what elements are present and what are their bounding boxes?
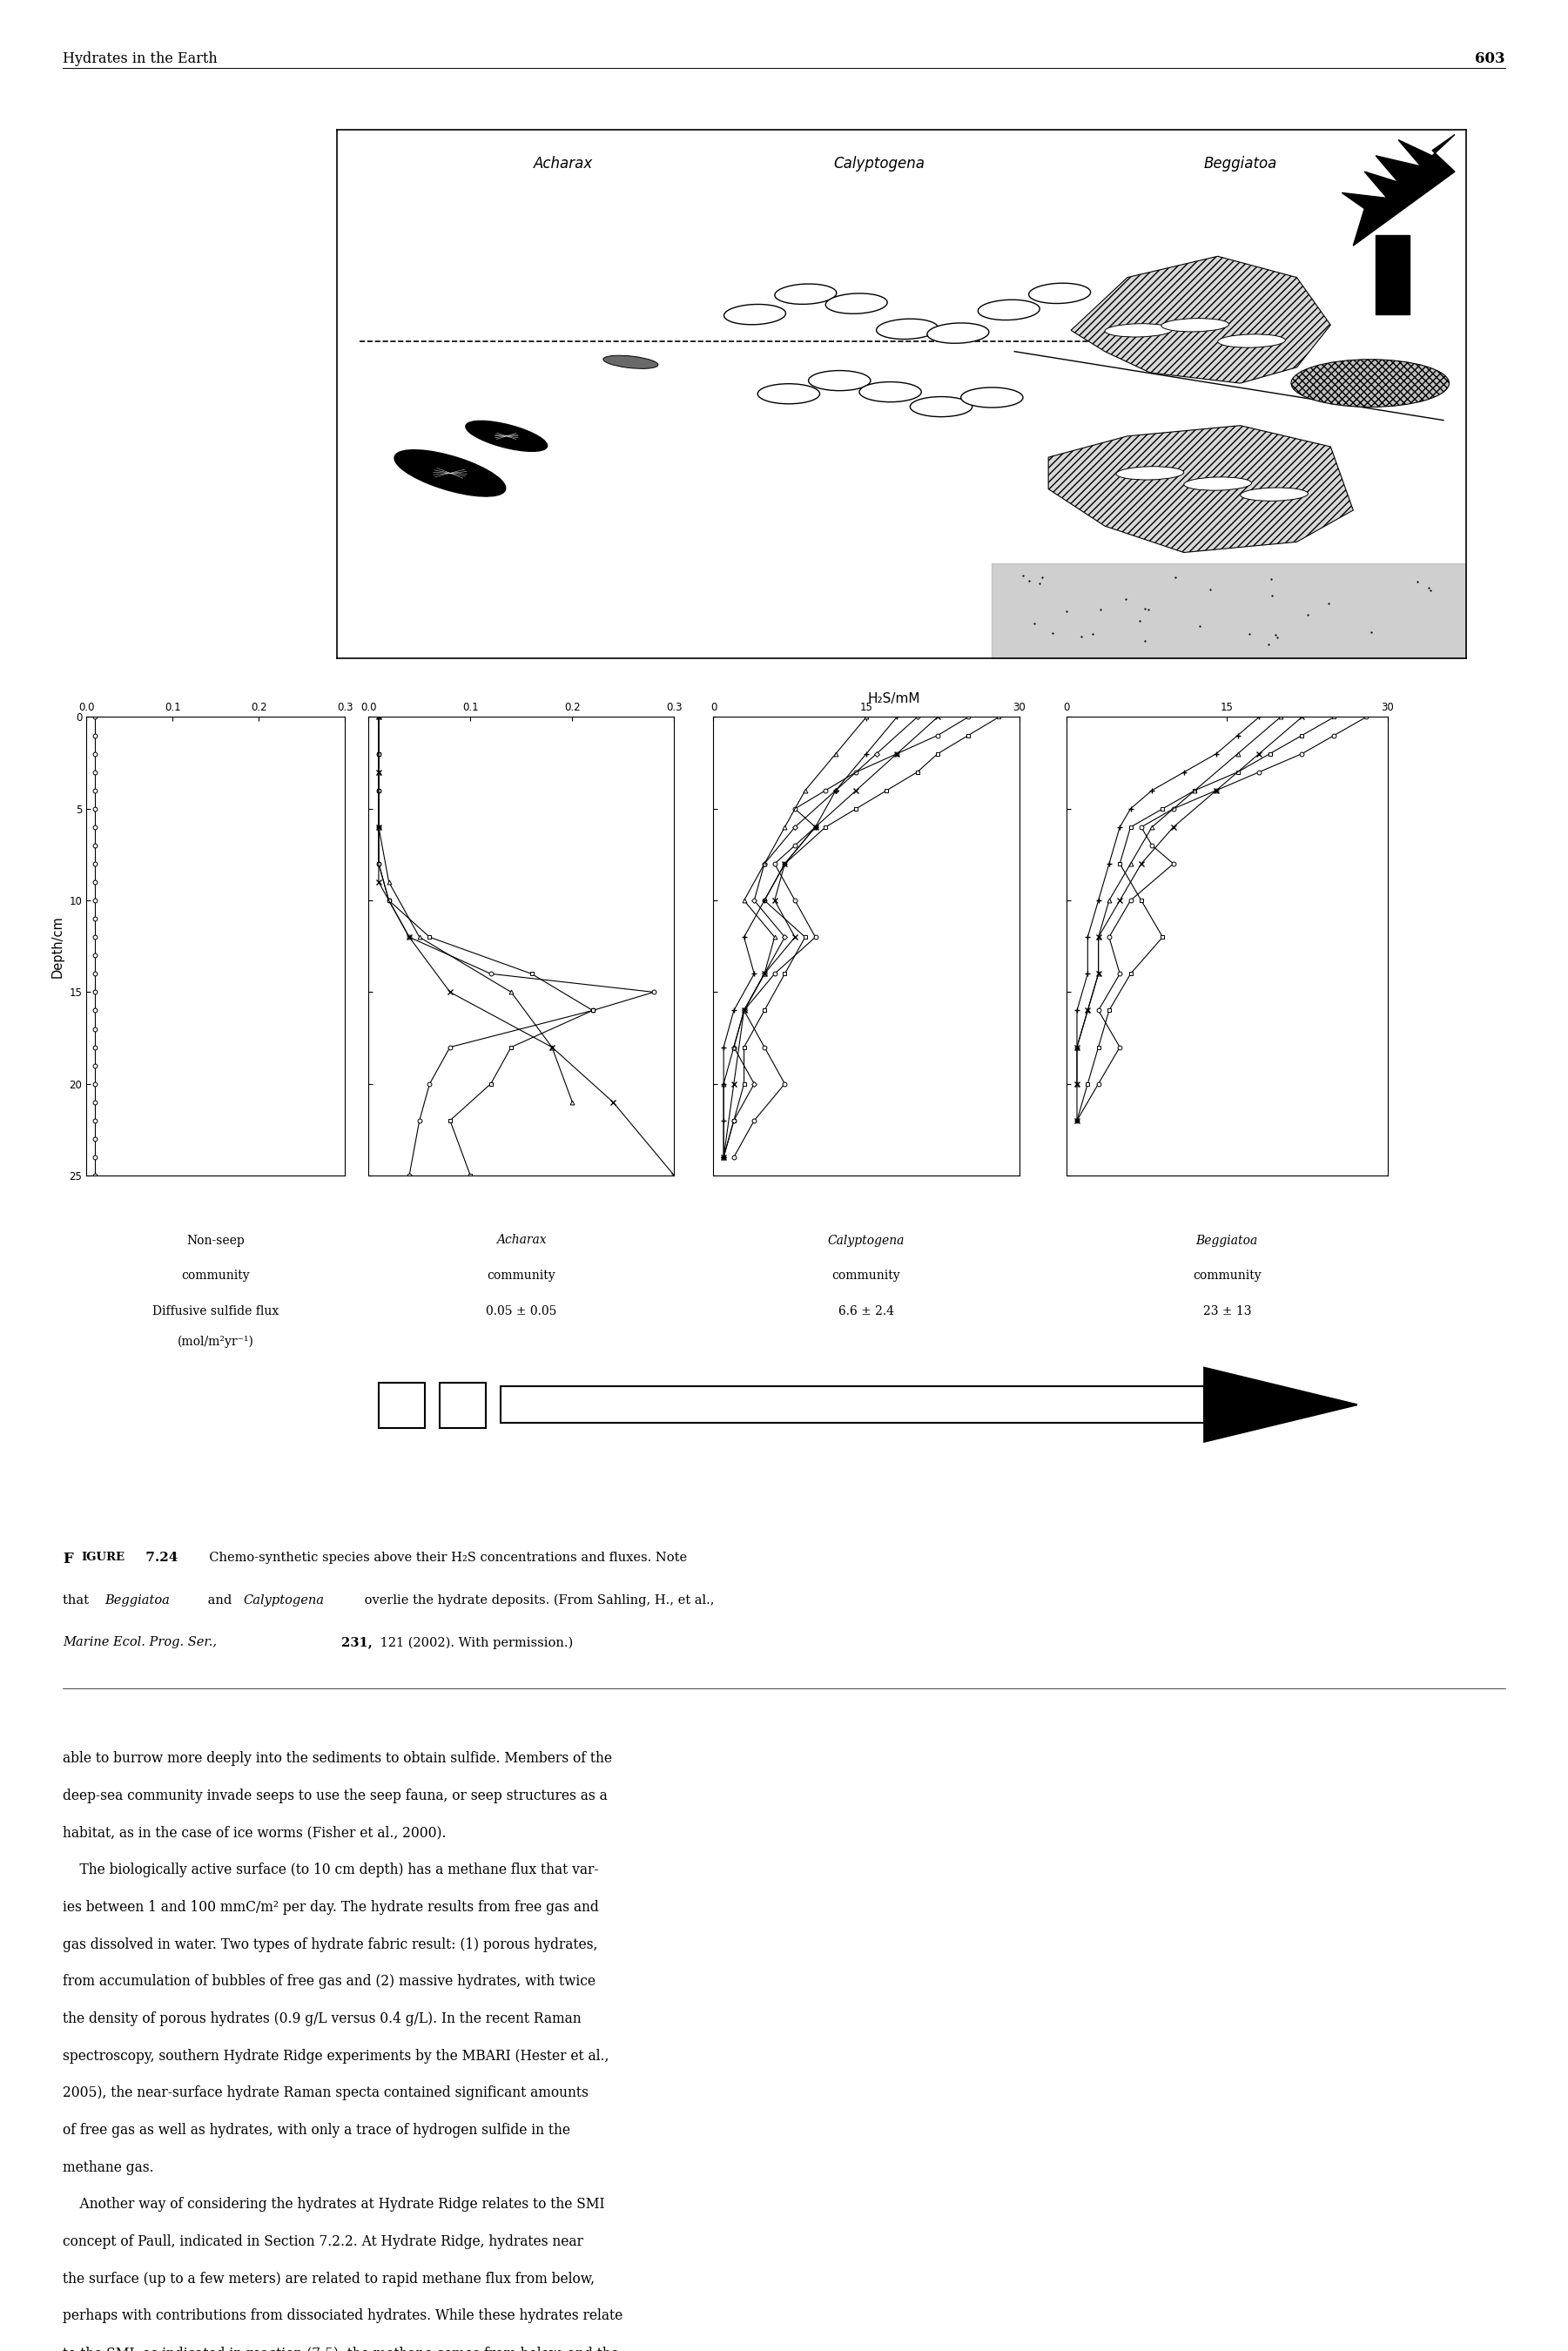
- Text: IGURE: IGURE: [82, 1552, 125, 1563]
- Text: spectroscopy, southern Hydrate Ridge experiments by the MBARI (Hester et al.,: spectroscopy, southern Hydrate Ridge exp…: [63, 2048, 608, 2064]
- Ellipse shape: [927, 322, 989, 343]
- Text: Diffusive sulfide flux: Diffusive sulfide flux: [152, 1305, 279, 1317]
- Text: Acharax: Acharax: [497, 1234, 546, 1246]
- Text: F: F: [63, 1552, 74, 1566]
- Text: (mol/m²yr⁻¹): (mol/m²yr⁻¹): [177, 1335, 254, 1347]
- Text: of free gas as well as hydrates, with only a trace of hydrogen sulfide in the: of free gas as well as hydrates, with on…: [63, 2123, 571, 2137]
- Text: 6.6 ± 2.4: 6.6 ± 2.4: [839, 1305, 894, 1317]
- Ellipse shape: [1240, 487, 1308, 501]
- Text: methane gas.: methane gas.: [63, 2161, 154, 2175]
- Polygon shape: [1204, 1368, 1356, 1441]
- Ellipse shape: [859, 381, 922, 402]
- Text: that: that: [63, 1594, 93, 1606]
- Text: community: community: [833, 1270, 900, 1281]
- Ellipse shape: [1218, 334, 1286, 348]
- Text: Beggiatoa: Beggiatoa: [1196, 1234, 1258, 1246]
- Bar: [379, 1382, 425, 1427]
- Polygon shape: [1071, 256, 1331, 383]
- Text: the density of porous hydrates (0.9 g/L versus 0.4 g/L). In the recent Raman: the density of porous hydrates (0.9 g/L …: [63, 2012, 582, 2027]
- Ellipse shape: [724, 303, 786, 324]
- Ellipse shape: [466, 421, 547, 451]
- Ellipse shape: [1290, 360, 1449, 407]
- Text: the surface (up to a few meters) are related to rapid methane flux from below,: the surface (up to a few meters) are rel…: [63, 2271, 594, 2285]
- Ellipse shape: [775, 284, 836, 303]
- Text: and: and: [204, 1594, 235, 1606]
- Ellipse shape: [604, 355, 659, 369]
- Y-axis label: Depth/cm: Depth/cm: [52, 915, 64, 978]
- Text: 0.05 ± 0.05: 0.05 ± 0.05: [486, 1305, 557, 1317]
- Text: ies between 1 and 100 mmC/m² per day. The hydrate results from free gas and: ies between 1 and 100 mmC/m² per day. Th…: [63, 1900, 599, 1914]
- Text: Another way of considering the hydrates at Hydrate Ridge relates to the SMI: Another way of considering the hydrates …: [63, 2198, 605, 2212]
- Ellipse shape: [1029, 282, 1090, 303]
- Text: 231,: 231,: [337, 1636, 373, 1648]
- Text: community: community: [182, 1270, 249, 1281]
- Ellipse shape: [1184, 477, 1251, 491]
- Text: Beggiatoa: Beggiatoa: [1204, 155, 1276, 172]
- Ellipse shape: [826, 294, 887, 313]
- Text: 7.24: 7.24: [141, 1552, 179, 1563]
- Text: community: community: [488, 1270, 555, 1281]
- Text: 603: 603: [1475, 52, 1505, 66]
- Text: overlie the hydrate deposits. (From Sahling, H., et al.,: overlie the hydrate deposits. (From Sahl…: [361, 1594, 715, 1606]
- Text: Hydrates in the Earth: Hydrates in the Earth: [63, 52, 218, 66]
- Text: Marine Ecol. Prog. Ser.,: Marine Ecol. Prog. Ser.,: [63, 1636, 216, 1648]
- Text: The biologically active surface (to 10 cm depth) has a methane flux that var-: The biologically active surface (to 10 c…: [63, 1862, 599, 1878]
- Text: Non-seep: Non-seep: [187, 1234, 245, 1246]
- Text: able to burrow more deeply into the sediments to obtain sulfide. Members of the: able to burrow more deeply into the sedi…: [63, 1751, 612, 1766]
- Text: to the SMI, as indicated in reaction (7.5), the methane comes from below, and th: to the SMI, as indicated in reaction (7.…: [63, 2346, 619, 2351]
- Ellipse shape: [1162, 317, 1229, 331]
- Text: 23 ± 13: 23 ± 13: [1203, 1305, 1251, 1317]
- Polygon shape: [1342, 134, 1455, 247]
- Ellipse shape: [961, 388, 1022, 407]
- Ellipse shape: [809, 371, 870, 390]
- Text: Acharax: Acharax: [533, 155, 593, 172]
- Bar: [500, 1387, 1204, 1422]
- Text: deep-sea community invade seeps to use the seep fauna, or seep structures as a: deep-sea community invade seeps to use t…: [63, 1789, 607, 1803]
- Ellipse shape: [1116, 465, 1184, 480]
- Text: perhaps with contributions from dissociated hydrates. While these hydrates relat: perhaps with contributions from dissocia…: [63, 2309, 622, 2323]
- Ellipse shape: [909, 397, 972, 416]
- Text: Gas hydrate: Gas hydrate: [1389, 379, 1449, 388]
- Text: gas dissolved in water. Two types of hydrate fabric result: (1) porous hydrates,: gas dissolved in water. Two types of hyd…: [63, 1937, 597, 1951]
- Ellipse shape: [757, 383, 820, 404]
- Text: Calyptogena: Calyptogena: [243, 1594, 325, 1606]
- Text: habitat, as in the case of ice worms (Fisher et al., 2000).: habitat, as in the case of ice worms (Fi…: [63, 1827, 447, 1841]
- Polygon shape: [1375, 235, 1410, 315]
- Text: H₂S/mM: H₂S/mM: [867, 691, 920, 705]
- Text: from accumulation of bubbles of free gas and (2) massive hydrates, with twice: from accumulation of bubbles of free gas…: [63, 1975, 596, 1989]
- Polygon shape: [1049, 426, 1353, 552]
- Ellipse shape: [1105, 324, 1173, 336]
- Text: Calyptogena: Calyptogena: [828, 1234, 905, 1246]
- Ellipse shape: [395, 449, 505, 496]
- Text: concept of Paull, indicated in Section 7.2.2. At Hydrate Ridge, hydrates near: concept of Paull, indicated in Section 7…: [63, 2233, 583, 2250]
- Ellipse shape: [978, 299, 1040, 320]
- Text: Calyptogena: Calyptogena: [833, 155, 925, 172]
- Text: 2005), the near-surface hydrate Raman specta contained significant amounts: 2005), the near-surface hydrate Raman sp…: [63, 2085, 588, 2099]
- Bar: [439, 1382, 486, 1427]
- Text: 121 (2002). With permission.): 121 (2002). With permission.): [376, 1636, 574, 1648]
- Text: community: community: [1193, 1270, 1261, 1281]
- Text: Chemo-synthetic species above their H₂S concentrations and fluxes. Note: Chemo-synthetic species above their H₂S …: [201, 1552, 687, 1563]
- Ellipse shape: [877, 320, 938, 339]
- Text: Beggiatoa: Beggiatoa: [105, 1594, 171, 1606]
